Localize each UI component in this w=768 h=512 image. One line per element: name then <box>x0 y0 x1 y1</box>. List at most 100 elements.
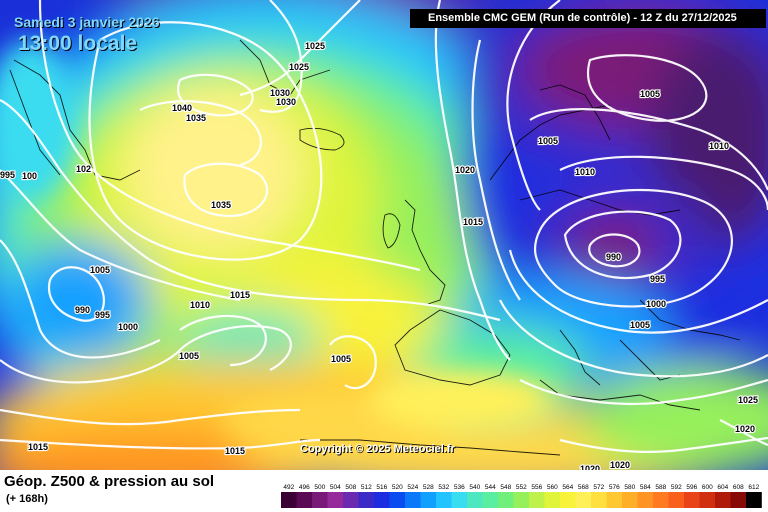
isobars <box>0 0 768 454</box>
isobar-label: 1015 <box>225 446 245 456</box>
scale-swatch <box>513 492 530 508</box>
scale-swatch <box>467 492 483 508</box>
scale-tick-label: 520 <box>392 484 403 491</box>
scale-tick-label: 572 <box>593 484 604 491</box>
scale-tick-label: 504 <box>330 484 341 491</box>
scale-tick-label: 552 <box>516 484 527 491</box>
scale-swatch <box>405 492 421 508</box>
forecast-hour: (+ 168h) <box>6 493 48 505</box>
scale-swatch <box>358 492 375 508</box>
isobar-label: 1005 <box>538 136 558 146</box>
isobar-label: 102 <box>76 164 91 174</box>
scale-swatch <box>560 492 576 508</box>
scale-tick-label: 540 <box>469 484 480 491</box>
isobar-label: 1010 <box>190 300 210 310</box>
isobar-label: 995 <box>0 170 15 180</box>
isobar-label: 1030 <box>276 97 296 107</box>
isobar-label: 1025 <box>289 62 309 72</box>
isobar-label: 990 <box>75 305 90 315</box>
scale-swatch <box>281 492 297 508</box>
scale-tick-label: 580 <box>624 484 635 491</box>
scale-tick-label: 492 <box>283 484 294 491</box>
scale-tick-label: 568 <box>578 484 589 491</box>
scale-tick-label: 588 <box>655 484 666 491</box>
scale-tick-label: 528 <box>423 484 434 491</box>
scale-swatch <box>312 492 328 508</box>
z500-color-field <box>0 0 768 470</box>
scale-tick-label: 564 <box>562 484 573 491</box>
scale-swatch <box>637 492 654 508</box>
scale-tick-label: 560 <box>547 484 558 491</box>
scale-swatch <box>606 492 623 508</box>
scale-tick-label: 548 <box>500 484 511 491</box>
forecast-local-time: 13:00 locale <box>18 32 138 55</box>
isobar-label: 1015 <box>28 442 48 452</box>
isobar-label: 1015 <box>230 290 250 300</box>
scale-swatch <box>544 492 561 508</box>
scale-swatch <box>374 492 390 508</box>
scale-swatch <box>529 492 545 508</box>
color-scale: 492 496 500 504 508 512 516 520 524 528 532 536 540 5… <box>281 484 762 508</box>
scale-tick-label: 500 <box>314 484 325 491</box>
scale-swatch <box>668 492 685 508</box>
scale-swatch <box>498 492 514 508</box>
isobar-label: 1005 <box>640 89 660 99</box>
scale-swatch <box>389 492 406 508</box>
coastlines <box>9 39 741 456</box>
scale-swatch <box>715 492 731 508</box>
scale-tick-label: 508 <box>345 484 356 491</box>
scale-tick-label: 556 <box>531 484 542 491</box>
isobar-label: 1015 <box>463 217 483 227</box>
isobar-label: 1000 <box>118 322 138 332</box>
isobar-label: 1020 <box>610 460 630 470</box>
scale-tick-label: 604 <box>717 484 728 491</box>
pressure-labels: 1025 1025 1030 1030 1040 1035 1035 102 9… <box>0 40 759 470</box>
scale-tick-label: 532 <box>438 484 449 491</box>
isobar-label: 1020 <box>580 464 600 470</box>
isobar-label: 1005 <box>179 351 199 361</box>
scale-tick-label: 584 <box>640 484 651 491</box>
isobar-label: 995 <box>650 274 665 284</box>
isobar-label: 1035 <box>186 113 206 123</box>
isobar-label: 1025 <box>738 395 758 405</box>
legend-title: Géop. Z500 & pression au sol <box>4 473 215 490</box>
model-run-banner: Ensemble CMC GEM (Run de contrôle) - 12 … <box>410 9 766 28</box>
isobar-label: 100 <box>22 171 37 181</box>
scale-swatch <box>746 492 762 508</box>
scale-tick-label: 524 <box>407 484 418 491</box>
isobar-label: 1040 <box>172 103 192 113</box>
isobar-label: 1005 <box>630 320 650 330</box>
scale-swatch <box>653 492 669 508</box>
scale-swatch <box>296 492 313 508</box>
scale-swatch <box>575 492 592 508</box>
scale-tick-label: 544 <box>485 484 496 491</box>
scale-swatch <box>420 492 437 508</box>
scale-swatch <box>591 492 607 508</box>
isobar-label: 1035 <box>211 200 231 210</box>
scale-tick-label: 612 <box>748 484 759 491</box>
forecast-map: 1025 1025 1030 1030 1040 1035 1035 102 9… <box>0 0 768 470</box>
scale-tick-label: 516 <box>376 484 387 491</box>
scale-swatch <box>699 492 716 508</box>
isobar-label: 1030 <box>270 88 290 98</box>
scale-tick-label: 596 <box>686 484 697 491</box>
isobar-label: 1005 <box>90 265 110 275</box>
scale-swatch <box>327 492 344 508</box>
scale-tick-label: 496 <box>299 484 310 491</box>
isobar-label: 1020 <box>455 165 475 175</box>
scale-tick-label: 592 <box>671 484 682 491</box>
scale-tick-label: 512 <box>361 484 372 491</box>
scale-tick-label: 600 <box>702 484 713 491</box>
scale-tick-label: 536 <box>454 484 465 491</box>
scale-swatch <box>684 492 700 508</box>
scale-swatch <box>451 492 468 508</box>
scale-swatch <box>622 492 638 508</box>
scale-swatch <box>730 492 747 508</box>
isobar-label: 1005 <box>331 354 351 364</box>
isobar-label: 1010 <box>709 141 729 151</box>
scale-swatch <box>436 492 452 508</box>
forecast-date: Samedi 3 janvier 2026 <box>14 14 160 30</box>
isobar-label: 1010 <box>575 167 595 177</box>
scale-tick-label: 576 <box>609 484 620 491</box>
